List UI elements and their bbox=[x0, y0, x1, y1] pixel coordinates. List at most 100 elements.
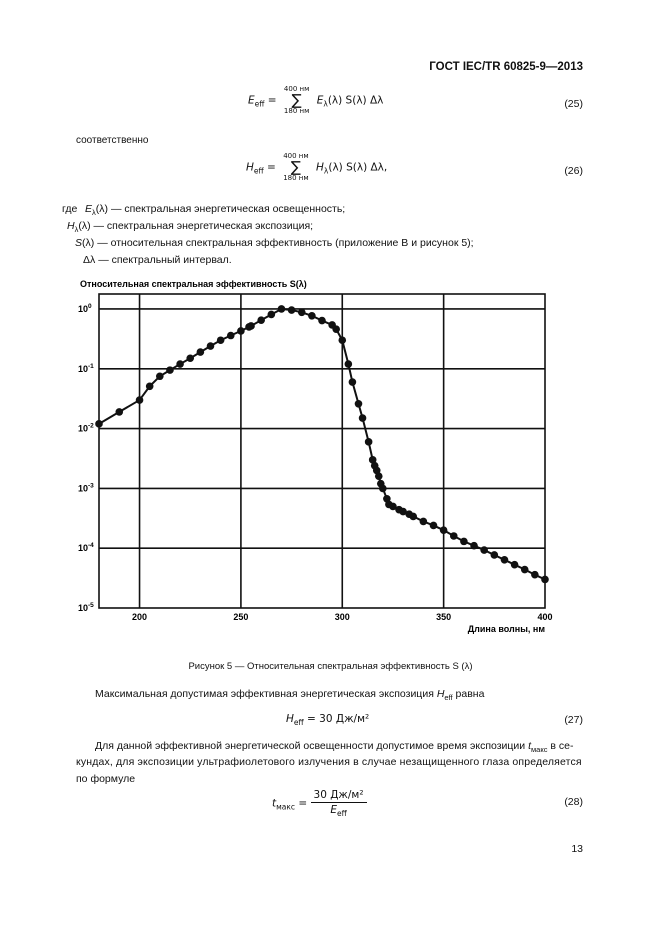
y-tick-base: 10 bbox=[78, 603, 88, 613]
para-symbol: H bbox=[436, 688, 445, 700]
y-tick-exponent: -3 bbox=[88, 482, 94, 489]
sum-upper: 400 нм bbox=[283, 85, 310, 93]
data-point bbox=[460, 537, 468, 546]
document-header: ГОСТ IEC/TR 60825-9—2013 bbox=[429, 61, 583, 73]
sum-lower: 180 нм bbox=[283, 174, 309, 182]
y-tick-exponent: 0 bbox=[88, 303, 92, 310]
equation-number-27: (27) bbox=[564, 714, 583, 726]
x-tick-label: 400 bbox=[537, 612, 552, 622]
paragraph-1: Максимальная допустимая эффективная энер… bbox=[95, 688, 484, 702]
x-tick-label: 250 bbox=[233, 612, 248, 622]
para-symbol: t bbox=[528, 740, 532, 752]
data-point bbox=[399, 507, 407, 516]
equation-27: Heff = 30 Дж/м² bbox=[286, 713, 369, 727]
series-line bbox=[98, 307, 546, 581]
def-text: — спектральная энергетическая экспозиция… bbox=[93, 220, 314, 232]
where-label: где bbox=[62, 203, 78, 215]
chart-grid bbox=[99, 294, 545, 608]
data-point bbox=[338, 336, 347, 345]
data-point bbox=[344, 360, 353, 368]
def-symbol: Δλ bbox=[83, 254, 96, 266]
def-sub: λ bbox=[74, 225, 79, 235]
y-tick-base: 10 bbox=[78, 543, 88, 553]
y-tick-label: 10-2 bbox=[78, 423, 94, 434]
data-point bbox=[449, 532, 458, 540]
chart-title: Относительная спектральная эффективность… bbox=[80, 279, 307, 289]
y-tick-base: 10 bbox=[78, 364, 88, 374]
definition-item: Eλ(λ) — спектральная энергетическая осве… bbox=[85, 203, 345, 217]
eq-lhs-sub: eff bbox=[293, 718, 304, 728]
fraction: 30 Дж/м² Eeff bbox=[310, 789, 367, 818]
eq-rhs-sub: λ bbox=[323, 166, 329, 176]
data-point bbox=[332, 325, 340, 333]
data-point bbox=[308, 311, 316, 320]
data-point bbox=[226, 331, 235, 340]
data-point bbox=[389, 502, 397, 511]
definition-item: Δλ — спектральный интервал. bbox=[83, 254, 232, 266]
figure-caption: Рисунок 5 — Относительная спектральная э… bbox=[188, 661, 473, 672]
y-tick-exponent: -5 bbox=[88, 602, 94, 609]
definition-item: Hλ(λ) — спектральная энергетическая эксп… bbox=[67, 220, 313, 234]
data-point bbox=[490, 551, 499, 559]
data-point bbox=[480, 546, 488, 554]
fraction-numerator: 30 Дж/м² bbox=[310, 789, 367, 803]
eq-rhs: = 30 Дж/м² bbox=[307, 713, 370, 725]
data-point bbox=[176, 360, 184, 368]
data-point bbox=[287, 306, 296, 314]
sum-upper: 400 нм bbox=[283, 152, 309, 160]
x-tick-label: 200 bbox=[132, 612, 147, 622]
paragraph-2-line-2: кундах, для экспозиции ультрафиолетового… bbox=[76, 756, 582, 768]
data-point bbox=[267, 310, 276, 319]
data-point bbox=[115, 408, 124, 416]
def-sub: λ bbox=[92, 208, 96, 218]
eq-lhs: H bbox=[246, 161, 254, 174]
data-point bbox=[358, 414, 367, 422]
eq-rhs-sub: λ bbox=[323, 99, 328, 109]
eq-lhs: t bbox=[272, 797, 277, 810]
equation-26: Heff = 400 нм ∑ 180 нм Hλ(λ) S(λ) Δλ, bbox=[246, 152, 388, 182]
sum-symbol: 400 нм ∑ 180 нм bbox=[283, 152, 309, 182]
data-point bbox=[379, 484, 387, 493]
y-tick-exponent: -4 bbox=[88, 542, 94, 549]
eq-lhs-sub: eff bbox=[254, 99, 265, 109]
def-symbol: S bbox=[75, 237, 83, 249]
x-tick-label: 300 bbox=[335, 612, 350, 622]
data-point bbox=[216, 336, 225, 345]
data-point bbox=[196, 348, 205, 356]
eq-lhs: H bbox=[286, 713, 294, 725]
equation-number-28: (28) bbox=[564, 796, 583, 808]
y-tick-exponent: -1 bbox=[88, 363, 94, 370]
equation-28: tмакс = 30 Дж/м² Eeff bbox=[272, 789, 367, 818]
respectively-text: соответственно bbox=[76, 135, 149, 146]
eq-rhs-tail: (λ) S(λ) Δλ, bbox=[328, 161, 388, 174]
data-point bbox=[439, 526, 448, 534]
sum-lower: 180 нм bbox=[283, 107, 310, 115]
data-point bbox=[145, 382, 154, 391]
eq-rhs-tail: (λ) S(λ) Δλ bbox=[327, 94, 384, 107]
data-point bbox=[318, 316, 326, 325]
sum-symbol: 400 нм ∑ 180 нм bbox=[283, 85, 310, 115]
data-point bbox=[247, 322, 255, 330]
y-tick-base: 10 bbox=[78, 424, 88, 434]
paragraph-2-line-1: Для данной эффективной энергетической ос… bbox=[95, 740, 573, 754]
data-point bbox=[470, 541, 478, 550]
data-point bbox=[354, 399, 363, 408]
data-point bbox=[374, 472, 383, 480]
data-point bbox=[135, 396, 144, 404]
eq-lhs: E bbox=[248, 94, 255, 107]
page-number: 13 bbox=[571, 843, 583, 855]
data-point bbox=[364, 438, 373, 446]
data-point bbox=[277, 305, 286, 313]
data-point bbox=[297, 308, 306, 317]
para-text: Для данной эффективной энергетической ос… bbox=[95, 740, 526, 752]
data-point bbox=[429, 521, 438, 530]
eq-lhs-sub: eff bbox=[253, 166, 264, 176]
data-point bbox=[510, 560, 519, 569]
y-tick-exponent: -2 bbox=[88, 423, 94, 430]
data-point bbox=[500, 555, 509, 564]
def-tail: (λ) bbox=[95, 203, 109, 215]
def-text: — спектральный интервал. bbox=[98, 254, 232, 266]
fraction-denominator: E bbox=[330, 804, 337, 816]
x-tick-label: 350 bbox=[436, 612, 451, 622]
